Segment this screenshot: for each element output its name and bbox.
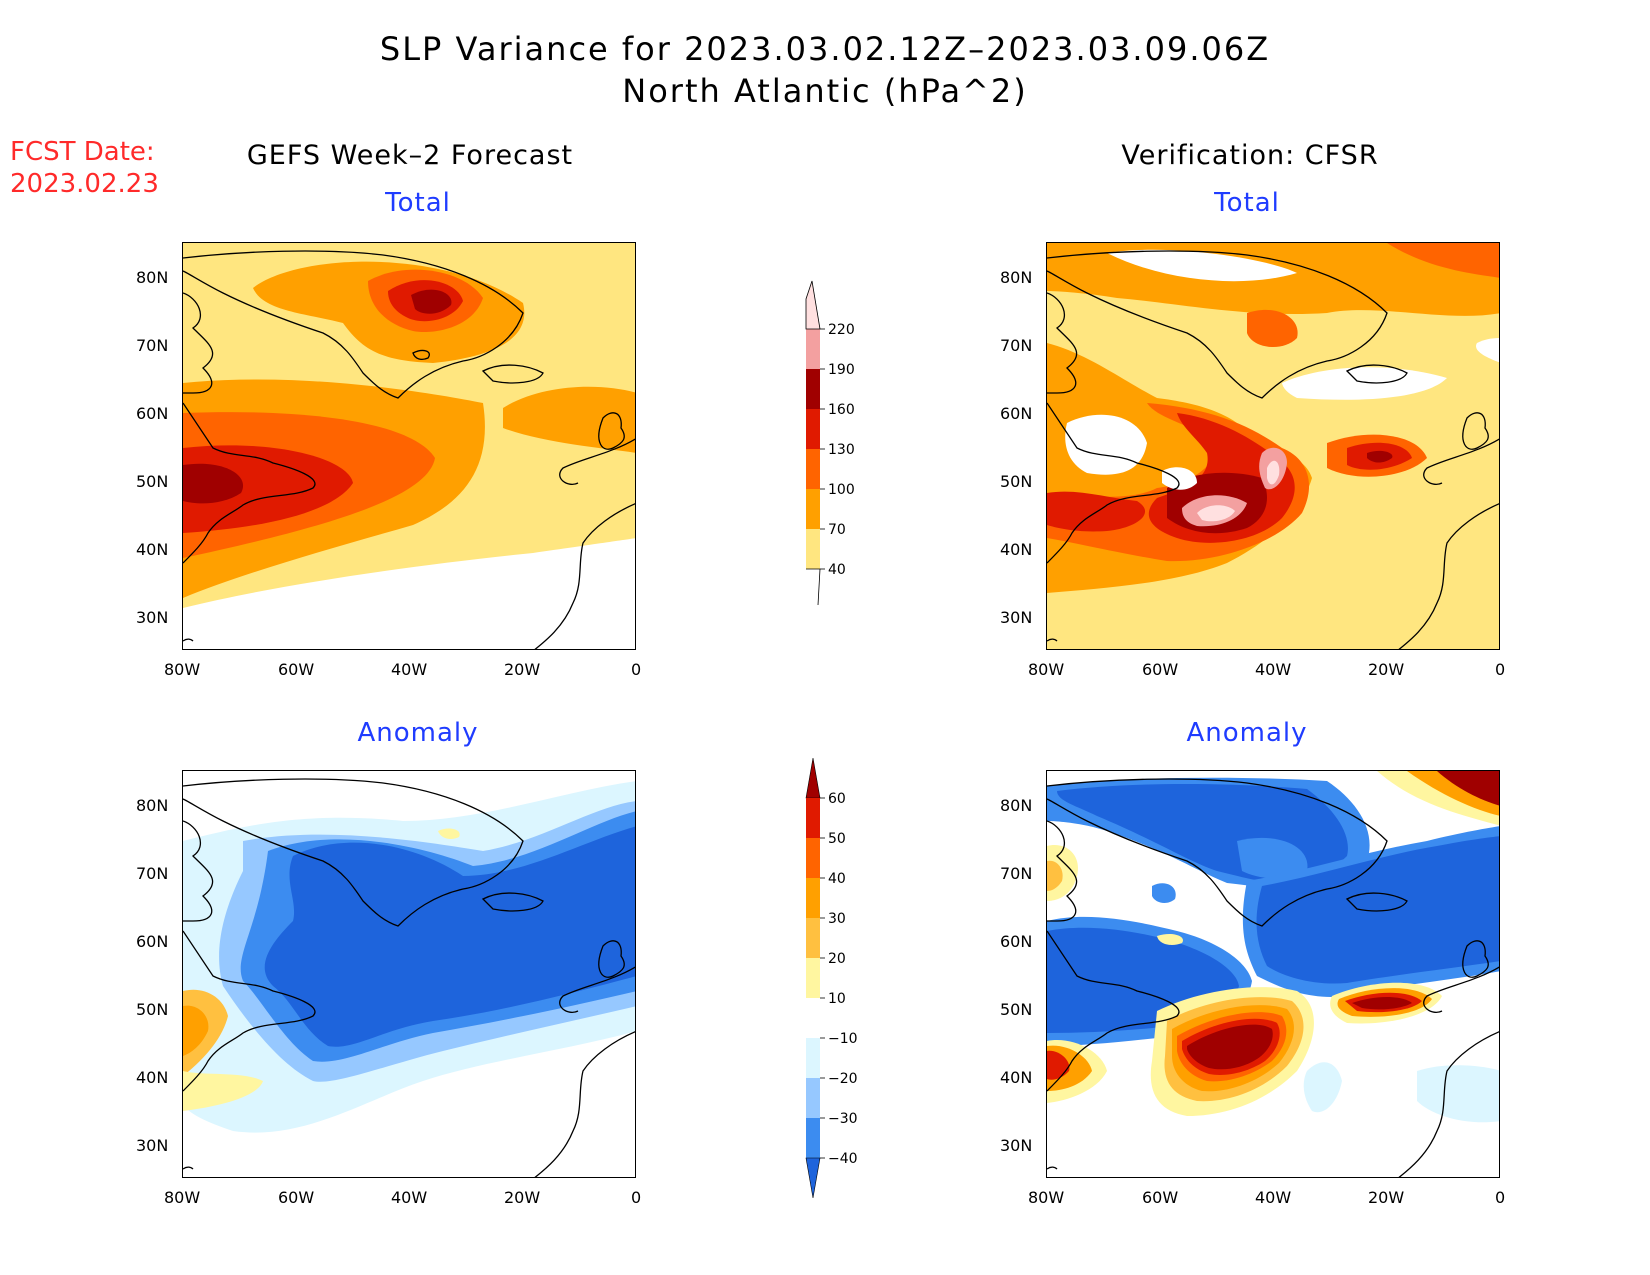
lat-tick-label: 70N xyxy=(1000,336,1033,355)
lat-tick-label: 70N xyxy=(136,864,169,883)
lon-tick-label: 20W xyxy=(504,660,541,679)
fcst-date-caption: FCST Date: xyxy=(10,137,155,167)
lat-tick-label: 30N xyxy=(136,608,169,627)
lon-tick-label: 60W xyxy=(278,660,315,679)
colorbar-anomaly-swatch xyxy=(806,838,820,878)
lon-tick-label: 80W xyxy=(1028,1188,1065,1207)
colorbar-anomaly-label: 30 xyxy=(828,911,846,927)
colorbar-anomaly-swatch xyxy=(806,918,820,958)
lat-tick-label: 50N xyxy=(136,1000,169,1019)
colorbar-total-label: 130 xyxy=(828,442,855,458)
colorbar-total-swatch xyxy=(806,409,820,449)
lon-tick-label: 60W xyxy=(278,1188,315,1207)
map-verification-anomaly xyxy=(1046,770,1500,1178)
lon-tick-label: 20W xyxy=(1368,660,1405,679)
lat-tick-label: 60N xyxy=(136,404,169,423)
colorbar-anomaly-label: 10 xyxy=(828,991,846,1007)
column-header-verification: Verification: CFSR xyxy=(1121,140,1379,171)
colorbar-total: 40 70 100 130 160 190 220 xyxy=(800,280,880,615)
colorbar-total-label: 100 xyxy=(828,482,855,498)
colorbar-total-low-arrow xyxy=(806,568,821,606)
lat-tick-label: 70N xyxy=(136,336,169,355)
lat-tick-label: 30N xyxy=(136,1136,169,1155)
column-header-forecast: GEFS Week–2 Forecast xyxy=(246,140,574,171)
colorbar-total-swatch xyxy=(806,489,820,529)
colorbar-anomaly-swatch xyxy=(806,1118,820,1158)
colorbar-anomaly-label: 20 xyxy=(828,951,846,967)
lon-tick-label: 40W xyxy=(1255,660,1292,679)
subtitle-total-forecast: Total xyxy=(385,188,451,218)
colorbar-anomaly-swatch xyxy=(805,757,821,799)
subtitle-anomaly-verification: Anomaly xyxy=(1186,718,1308,748)
colorbar-total-swatch xyxy=(805,280,821,330)
lat-tick-label: 50N xyxy=(136,472,169,491)
lat-tick-label: 70N xyxy=(1000,864,1033,883)
lat-tick-label: 40N xyxy=(1000,1068,1033,1087)
lon-tick-label: 20W xyxy=(1368,1188,1405,1207)
colorbar-anomaly-swatch xyxy=(806,798,820,838)
colorbar-anomaly-label: 60 xyxy=(828,791,846,807)
lon-tick-label: 80W xyxy=(164,1188,201,1207)
lon-tick-label: 60W xyxy=(1142,1188,1179,1207)
lat-tick-label: 60N xyxy=(136,932,169,951)
colorbar-anomaly-swatch xyxy=(806,1038,820,1078)
colorbar-total-label: 40 xyxy=(828,562,846,578)
lon-tick-label: 0 xyxy=(631,1188,642,1207)
colorbar-total-label: 160 xyxy=(828,402,855,418)
colorbar-anomaly-label: −40 xyxy=(828,1151,858,1167)
map-verification-total xyxy=(1046,242,1500,650)
lat-tick-label: 50N xyxy=(1000,472,1033,491)
colorbar-total-swatch xyxy=(806,529,820,569)
colorbar-anomaly-swatch xyxy=(806,958,820,998)
forecast-date-label: FCST Date: 2023.02.23 xyxy=(10,136,159,200)
colorbar-total-label: 70 xyxy=(828,522,846,538)
lat-tick-label: 30N xyxy=(1000,1136,1033,1155)
colorbar-anomaly-swatch xyxy=(806,998,820,1038)
chart-title-line1: SLP Variance for 2023.03.02.12Z–2023.03.… xyxy=(379,30,1271,68)
colorbar-total-label: 220 xyxy=(828,322,855,338)
lon-tick-label: 40W xyxy=(391,1188,428,1207)
colorbar-anomaly-label: 50 xyxy=(828,831,846,847)
lat-tick-label: 80N xyxy=(136,796,169,815)
lon-tick-label: 40W xyxy=(391,660,428,679)
lon-tick-label: 20W xyxy=(504,1188,541,1207)
lat-tick-label: 30N xyxy=(1000,608,1033,627)
lon-tick-label: 0 xyxy=(1495,1188,1506,1207)
lon-tick-label: 0 xyxy=(1495,660,1506,679)
colorbar-anomaly-swatch xyxy=(805,1157,821,1199)
colorbar-anomaly-swatch xyxy=(806,1078,820,1118)
colorbar-total-label: 190 xyxy=(828,362,855,378)
lat-tick-label: 50N xyxy=(1000,1000,1033,1019)
lat-tick-label: 40N xyxy=(136,540,169,559)
lat-tick-label: 60N xyxy=(1000,932,1033,951)
lon-tick-label: 80W xyxy=(164,660,201,679)
lon-tick-label: 0 xyxy=(631,660,642,679)
colorbar-total-swatch xyxy=(806,369,820,409)
colorbar-anomaly-label: −10 xyxy=(828,1031,858,1047)
lat-tick-label: 40N xyxy=(136,1068,169,1087)
colorbar-anomaly-swatch xyxy=(806,878,820,918)
subtitle-total-verification: Total xyxy=(1214,188,1280,218)
chart-title-line2: North Atlantic (hPa^2) xyxy=(622,72,1028,110)
lat-tick-label: 80N xyxy=(1000,796,1033,815)
colorbar-anomaly: 60 50 40 30 20 10 −10 −20 −30 −40 xyxy=(800,757,880,1208)
lat-tick-label: 40N xyxy=(1000,540,1033,559)
lat-tick-label: 80N xyxy=(136,268,169,287)
colorbar-anomaly-label: −20 xyxy=(828,1071,858,1087)
lon-tick-label: 40W xyxy=(1255,1188,1292,1207)
lon-tick-label: 60W xyxy=(1142,660,1179,679)
colorbar-total-swatch xyxy=(806,449,820,489)
lon-tick-label: 80W xyxy=(1028,660,1065,679)
fcst-date-value: 2023.02.23 xyxy=(10,169,159,199)
colorbar-total-swatch xyxy=(806,329,820,369)
lat-tick-label: 60N xyxy=(1000,404,1033,423)
map-forecast-anomaly xyxy=(182,770,636,1178)
subtitle-anomaly-forecast: Anomaly xyxy=(357,718,479,748)
colorbar-anomaly-label: −30 xyxy=(828,1111,858,1127)
colorbar-anomaly-label: 40 xyxy=(828,871,846,887)
lat-tick-label: 80N xyxy=(1000,268,1033,287)
map-forecast-total xyxy=(182,242,636,650)
